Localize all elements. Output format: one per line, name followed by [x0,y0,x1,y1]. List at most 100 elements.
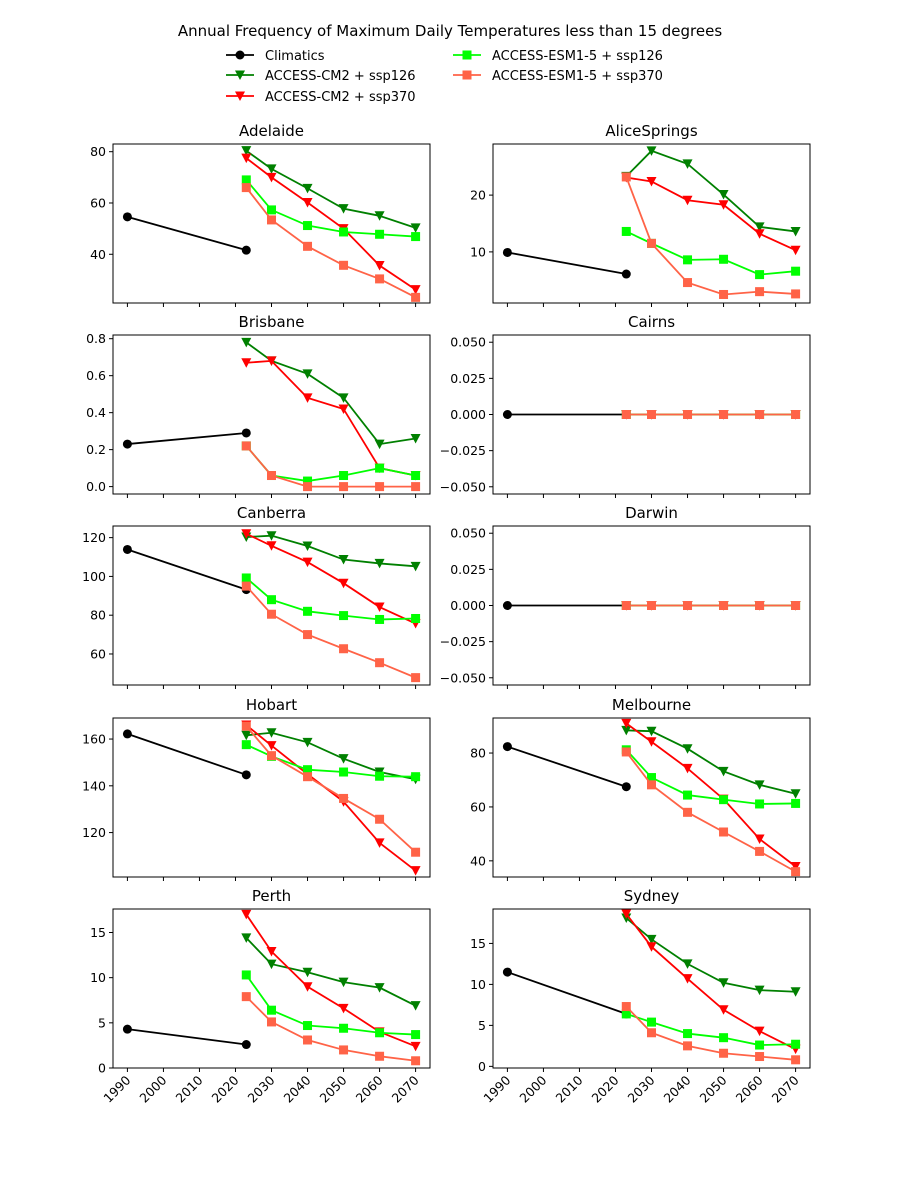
data-point-esm_126 [241,175,251,185]
axes-frame [112,908,431,1069]
series-climatics [122,1024,251,1050]
series-cm2_126 [241,531,421,572]
y-tick-label: 0.6 [86,368,106,383]
data-point-cm2_370 [682,195,693,206]
series-climatics [122,544,251,595]
data-point-esm_370 [411,847,421,857]
y-tick-label: 0.050 [450,335,486,350]
data-point-cm2_370 [302,982,313,992]
data-point-cm2_126 [338,393,349,403]
legend-label-esm_370: ACCESS-ESM1-5 + ssp370 [492,69,663,84]
data-point-cm2_370 [374,602,385,613]
data-point-esm_126 [375,463,385,473]
series-line-climatics [127,733,247,776]
axes-frame [492,143,811,304]
data-point-esm_370 [791,867,801,877]
data-point-esm_126 [339,227,349,237]
data-point-cm2_370 [338,1003,349,1014]
axes-frame [492,908,811,1069]
data-point-cm2_126 [338,555,349,565]
data-point-climatics [502,967,512,977]
axes-frame [112,143,431,304]
data-point-cm2_126 [646,146,657,156]
series-line-cm2_126 [625,149,796,233]
data-point-esm_126 [303,1021,313,1031]
axes-frame [112,334,431,495]
panel-hobart: Hobart 120 140 160 [82,696,431,881]
panel-adelaide: Adelaide 40 60 80 [90,122,431,307]
y-tick-label: 160 [82,732,106,747]
panel-title: Adelaide [239,122,304,140]
series-line-esm_370 [625,751,797,873]
data-point-cm2_126 [718,190,729,200]
data-point-cm2_126 [754,985,765,996]
data-point-esm_370 [683,1041,693,1051]
data-point-esm_126 [683,790,693,800]
axes-frame [112,525,431,686]
data-point-esm_370 [339,260,349,270]
data-point-esm_126 [339,767,349,777]
series-esm_370 [241,183,421,302]
y-tick-label: 40 [90,247,106,262]
data-point-cm2_126 [410,434,421,444]
series-cm2_126 [621,725,801,799]
data-point-esm_126 [755,799,765,809]
data-point-esm_370 [683,807,693,817]
data-point-climatics [241,428,251,438]
data-point-esm_370 [621,747,631,757]
data-point-climatics [122,1024,132,1034]
y-tick-label: 15 [470,936,486,951]
panel-title: Sydney [624,887,680,905]
data-point-esm_126 [375,771,385,781]
data-point-esm_126 [411,1030,421,1040]
data-point-cm2_126 [302,967,313,978]
y-tick-label: 140 [82,778,106,793]
data-point-esm_370 [647,238,656,248]
y-tick-label: 60 [470,799,486,814]
series-climatics [122,428,251,449]
panel-canberra: Canberra 60 80 100 120 [82,504,431,689]
data-point-esm_126 [303,221,313,231]
data-point-esm_370 [267,215,276,225]
data-point-cm2_126 [302,737,313,748]
series-line-climatics [507,971,627,1015]
data-point-climatics [241,770,251,780]
data-point-esm_126 [719,254,729,264]
data-point-cm2_126 [374,439,385,450]
series-line-cm2_370 [245,532,416,625]
data-point-esm_370 [719,601,729,610]
data-point-esm_370 [411,1056,421,1066]
series-line-climatics [127,215,247,252]
data-point-cm2_126 [374,211,385,221]
data-point-esm_370 [647,780,656,790]
data-point-esm_370 [267,751,276,761]
data-point-esm_370 [621,601,631,610]
data-point-esm_126 [303,765,313,775]
data-point-cm2_370 [266,541,277,551]
data-point-esm_370 [621,1002,631,1012]
data-point-cm2_370 [754,834,765,845]
series-line-esm_126 [245,179,416,238]
data-point-climatics [241,1040,251,1050]
data-point-esm_370 [375,1051,385,1061]
series-cm2_370 [241,529,421,629]
legend-label-cm2_126: ACCESS-CM2 + ssp126 [265,69,416,84]
y-tick-label: 0.050 [450,526,486,541]
series-esm_370 [241,581,421,683]
panel-darwin: Darwin −0.050 −0.025 0.000 0.025 0.050 [440,504,811,689]
data-point-esm_370 [719,289,729,299]
series-line-cm2_126 [626,729,796,795]
data-point-esm_370 [755,601,765,610]
data-point-esm_370 [303,241,313,251]
data-point-climatics [502,410,512,419]
data-point-esm_126 [241,573,251,583]
data-point-esm_126 [267,1005,276,1015]
y-tick-label: 10 [470,977,486,992]
series-cm2_126 [621,146,801,237]
y-tick-label: 0.000 [450,598,486,613]
y-tick-label: 80 [90,608,106,623]
series-line-esm_126 [245,974,416,1036]
data-point-esm_126 [375,1028,385,1038]
data-point-cm2_370 [338,404,349,414]
